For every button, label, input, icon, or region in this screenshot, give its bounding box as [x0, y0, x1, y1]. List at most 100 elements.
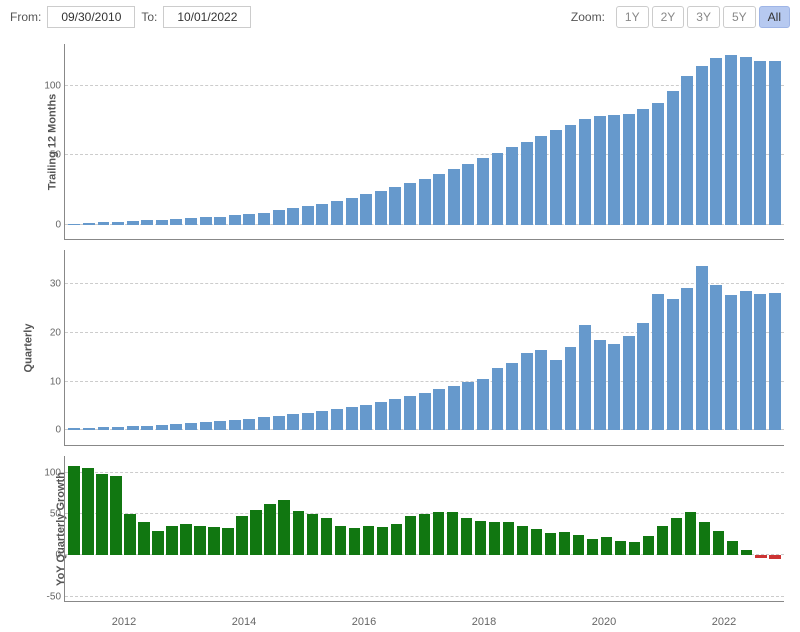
bar-slot	[549, 44, 564, 239]
bar	[477, 379, 489, 430]
xtick-label: 2014	[184, 616, 304, 628]
ytick-label: 50	[35, 150, 61, 161]
bar	[433, 389, 445, 430]
bar-slot	[417, 250, 432, 445]
bar	[565, 125, 577, 225]
bar-slot	[271, 44, 286, 239]
bar	[98, 427, 110, 430]
bar	[710, 58, 722, 225]
bar	[389, 399, 401, 430]
bar	[696, 66, 708, 225]
bar-slot	[67, 250, 82, 445]
bar-slot	[461, 250, 476, 445]
bar	[127, 426, 139, 430]
bar	[506, 363, 518, 430]
bar-slot	[432, 44, 447, 239]
bar-slot	[572, 456, 586, 601]
bar	[594, 340, 606, 430]
bar	[273, 210, 285, 225]
bar	[360, 405, 372, 431]
bar	[68, 466, 79, 555]
ytick-label: 0	[35, 425, 61, 436]
bar	[141, 220, 153, 225]
bar	[521, 142, 533, 226]
bars-quarterly	[65, 250, 784, 445]
to-date-input[interactable]	[163, 6, 251, 28]
bar	[623, 336, 635, 431]
bar-slot	[184, 44, 199, 239]
bar-slot	[242, 250, 257, 445]
bar	[643, 536, 654, 556]
bar-slot	[563, 44, 578, 239]
zoom-1y-button[interactable]: 1Y	[616, 6, 649, 28]
bar-slot	[607, 250, 622, 445]
bar	[258, 417, 270, 430]
bar	[273, 416, 285, 431]
bar	[287, 414, 299, 430]
bar-slot	[724, 44, 739, 239]
bar	[685, 512, 696, 556]
bar-slot	[249, 456, 263, 601]
zoom-button-group: 1Y2Y3Y5YAll	[613, 6, 790, 28]
zoom-label: Zoom:	[571, 10, 605, 24]
bar	[229, 420, 241, 431]
bar	[769, 555, 780, 558]
bar	[725, 295, 737, 430]
zoom-5y-button[interactable]: 5Y	[723, 6, 756, 28]
bar-slot	[207, 456, 221, 601]
bar	[124, 514, 135, 555]
x-axis: 201220142016201820202022	[64, 616, 784, 628]
bar	[652, 103, 664, 226]
bar	[419, 179, 431, 225]
bar-slot	[198, 250, 213, 445]
bar	[579, 119, 591, 225]
to-label: To:	[141, 10, 157, 24]
bar-slot	[81, 456, 95, 601]
bar-slot	[373, 250, 388, 445]
zoom-all-button[interactable]: All	[759, 6, 790, 28]
bar	[243, 214, 255, 225]
bar	[391, 524, 402, 555]
bar-slot	[330, 250, 345, 445]
bar	[754, 61, 766, 225]
bar-slot	[432, 250, 447, 445]
bar-slot	[228, 44, 243, 239]
bar	[185, 423, 197, 430]
bar	[346, 407, 358, 430]
zoom-3y-button[interactable]: 3Y	[687, 6, 720, 28]
bar-slot	[636, 250, 651, 445]
bar	[740, 291, 752, 430]
bar-slot	[330, 44, 345, 239]
bar-slot	[656, 456, 670, 601]
bar	[349, 528, 360, 555]
bar-slot	[242, 44, 257, 239]
bar	[250, 510, 261, 556]
bar-slot	[738, 44, 753, 239]
bar	[559, 532, 570, 555]
bar	[185, 218, 197, 225]
zoom-2y-button[interactable]: 2Y	[652, 6, 685, 28]
bar-slot	[315, 250, 330, 445]
bar	[531, 529, 542, 556]
bar-slot	[695, 250, 710, 445]
bar-slot	[169, 44, 184, 239]
bar	[194, 526, 205, 556]
bar	[278, 500, 289, 556]
ytick-label: -50	[35, 591, 61, 602]
bars-yoy	[65, 456, 784, 601]
bar	[754, 294, 766, 431]
xtick-label: 2016	[304, 616, 424, 628]
bar-slot	[431, 456, 445, 601]
bar	[713, 531, 724, 556]
bar	[550, 360, 562, 431]
bar-slot	[476, 44, 491, 239]
from-date-input[interactable]	[47, 6, 135, 28]
bar	[710, 285, 722, 430]
bar	[214, 217, 226, 225]
bar	[363, 526, 374, 556]
bar-slot	[695, 44, 710, 239]
bar-slot	[286, 250, 301, 445]
bar	[667, 91, 679, 225]
bar	[346, 198, 358, 225]
bar-slot	[680, 250, 695, 445]
